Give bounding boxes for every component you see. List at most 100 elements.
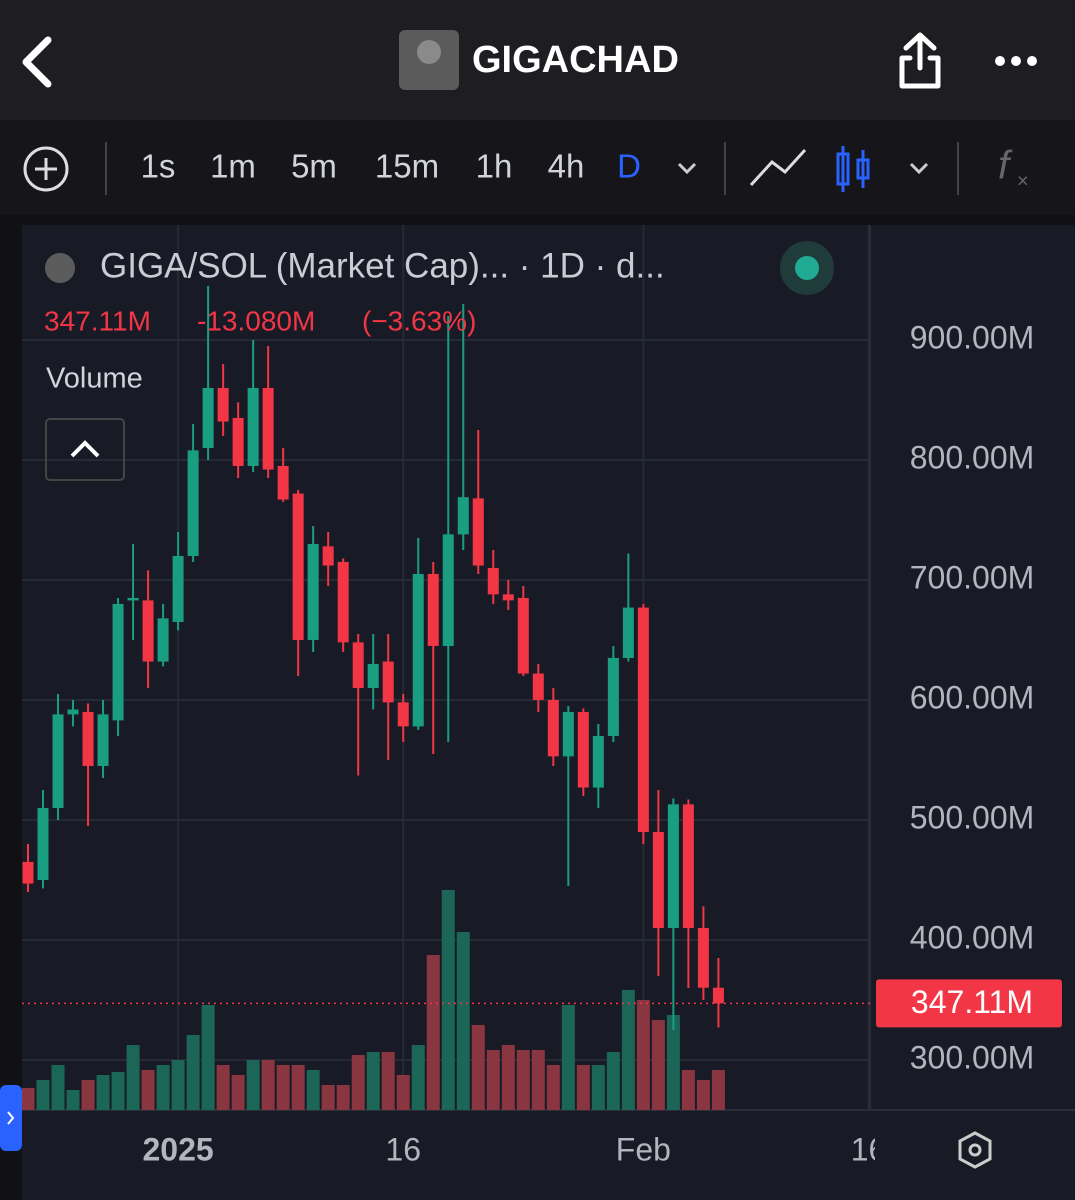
volume-bar [516, 1050, 530, 1110]
side-tab-icon [7, 1111, 15, 1125]
volume-bar [81, 1080, 95, 1110]
volume-bar [201, 1005, 215, 1110]
volume-bar [351, 1055, 365, 1110]
volume-bar [276, 1065, 290, 1110]
collapse-icon [70, 440, 100, 458]
candle-body [157, 618, 169, 662]
volume-bar [396, 1075, 410, 1110]
x-tick-label: 16 [385, 1131, 421, 1167]
volume-bar [441, 890, 455, 1110]
volume-bar [336, 1085, 350, 1110]
candle-body [427, 573, 439, 646]
interval-button[interactable]: D [617, 148, 641, 185]
volume-bar [456, 932, 470, 1110]
candle-body [52, 714, 64, 808]
volume-bar [261, 1060, 275, 1110]
candle-body [307, 543, 319, 640]
candle-body [697, 927, 709, 988]
candle-body [367, 663, 379, 688]
share-button[interactable] [899, 32, 941, 89]
toolbar [0, 120, 1075, 215]
header-title: GIGACHAD [472, 39, 679, 81]
settings-icon [968, 1143, 982, 1157]
chart-type-dropdown[interactable] [909, 162, 929, 175]
volume-bar [291, 1065, 305, 1110]
volume-bar [111, 1072, 125, 1110]
interval-button[interactable]: 1s [141, 148, 176, 185]
candle-body [457, 497, 469, 535]
volume-bar [321, 1085, 335, 1110]
candle-body [637, 607, 649, 832]
candle-body [412, 573, 424, 727]
volume-bar [666, 1015, 680, 1110]
add-button[interactable] [23, 146, 69, 192]
last-price-box [876, 979, 1062, 1028]
candle-body [247, 387, 259, 466]
volume-bar [576, 1065, 590, 1110]
interval-button[interactable]: 4h [548, 148, 585, 185]
volume-bar [681, 1070, 695, 1110]
interval-button[interactable]: 1h [476, 148, 513, 185]
more-button[interactable] [995, 56, 1037, 66]
candle-body [712, 987, 724, 1004]
volume-bar [216, 1065, 230, 1110]
volume-bar [141, 1070, 155, 1110]
volume-bar [66, 1090, 80, 1110]
candle-body [352, 642, 364, 688]
volume-bar [711, 1070, 725, 1110]
line-chart-button[interactable] [749, 148, 807, 187]
candle-body [607, 657, 619, 736]
volume-bar [156, 1065, 170, 1110]
candle-body [487, 567, 499, 595]
candle-body [202, 387, 214, 448]
y-tick-label: 400.00M [910, 919, 1035, 955]
volume-bar [561, 1005, 575, 1110]
avatar-face [417, 40, 441, 64]
candle-body [67, 709, 79, 715]
header-bar [0, 0, 1075, 120]
volume-bar [591, 1065, 605, 1110]
x-tick-label: Feb [616, 1131, 671, 1167]
volume-bar [186, 1035, 200, 1110]
candle-chart-button[interactable] [836, 146, 870, 192]
legend-last: 347.11M [44, 305, 151, 336]
volume-bar [246, 1060, 260, 1110]
candle-body [82, 711, 94, 766]
volume-bar [22, 1088, 35, 1110]
candle-body [382, 661, 394, 703]
volume-bar [411, 1045, 425, 1110]
x-tick-label: 2025 [142, 1131, 213, 1167]
candle-body [337, 561, 349, 643]
candle-body [37, 807, 49, 880]
collapse-button[interactable] [45, 418, 125, 481]
interval-dropdown[interactable] [677, 162, 697, 175]
candle-body [232, 417, 244, 466]
volume-bar [636, 1000, 650, 1110]
back-button[interactable] [22, 36, 52, 88]
volume-bar [231, 1075, 245, 1110]
candle-body [217, 387, 229, 422]
candle-body [532, 673, 544, 700]
settings-button[interactable] [958, 1131, 992, 1169]
volume-bar [381, 1052, 395, 1110]
candle-body [442, 534, 454, 646]
interval-button[interactable]: 5m [291, 148, 337, 185]
interval-button[interactable]: 15m [375, 148, 439, 185]
volume-bar [306, 1070, 320, 1110]
candle-body [262, 387, 274, 470]
candle-body [502, 594, 514, 601]
interval-button[interactable]: 1m [210, 148, 256, 185]
candle-body [292, 493, 304, 640]
volume-bar [426, 955, 440, 1110]
volume-bar [36, 1080, 50, 1110]
volume-bar [606, 1052, 620, 1110]
candle-body [397, 702, 409, 727]
candle-body [472, 498, 484, 566]
candle-body [172, 555, 184, 622]
candle-body [142, 600, 154, 662]
candle-body [667, 804, 679, 928]
volume-bar [696, 1080, 710, 1110]
side-tab[interactable] [0, 1085, 22, 1151]
candle-body [187, 450, 199, 556]
